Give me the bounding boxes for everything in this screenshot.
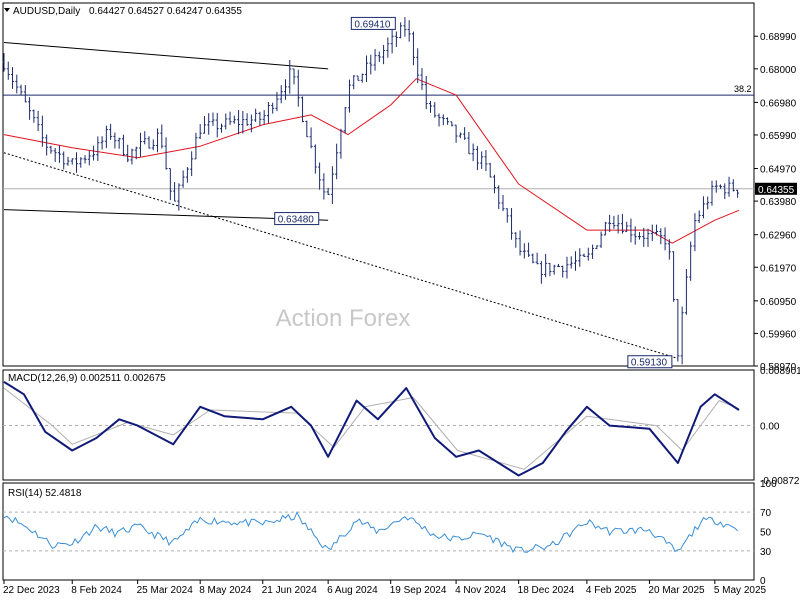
time-tick-label: 18 Dec 2024 (518, 585, 575, 596)
macd-title: MACD(12,26,9) 0.002511 0.002675 (8, 373, 166, 384)
time-tick-label: 4 Feb 2025 (586, 585, 637, 596)
price-tick-label: 0.61970 (760, 263, 797, 274)
price-annotation-label: 0.63480 (278, 215, 315, 226)
current-price-box (755, 182, 797, 195)
rsi-tick-label: 50 (760, 528, 772, 539)
price-panel-frame (2, 2, 755, 367)
price-tick-label: 0.68000 (760, 65, 797, 76)
time-tick-label: 6 Aug 2024 (327, 585, 378, 596)
price-annotation-box (627, 355, 673, 369)
price-annotation-label: 0.69410 (354, 19, 391, 30)
macd-signal-line (3, 387, 740, 470)
rsi-tick-label: 100 (760, 479, 777, 490)
trendline (3, 41, 329, 70)
macd-tick-label: 0.00 (760, 422, 780, 433)
price-tick-label: 0.62960 (760, 231, 797, 242)
price-tick-label: 0.63980 (760, 197, 797, 208)
time-tick-label: 8 Feb 2024 (71, 585, 122, 596)
rsi-tick-label: 0 (760, 576, 766, 587)
macd-line (3, 381, 740, 477)
rsi-title: RSI(14) 52.4818 (8, 488, 82, 499)
price-tick-label: 0.58970 (760, 362, 797, 373)
rsi-panel-frame (2, 482, 755, 581)
moving-average-line (3, 78, 740, 244)
rsi-tick-label: 70 (760, 508, 772, 519)
time-tick-label: 4 Nov 2024 (455, 585, 507, 596)
price-annotation-label: 0.59130 (631, 358, 668, 369)
price-tick-label: 0.59960 (760, 329, 797, 340)
time-tick-label: 22 Dec 2023 (3, 585, 60, 596)
ohlc-label: 0.64427 0.64527 0.64247 0.64355 (89, 6, 242, 17)
macd-tick-label: -0.008729 (760, 476, 800, 487)
fib-level-label: 38.2 (734, 84, 752, 94)
price-tick-label: 0.65990 (760, 131, 797, 142)
trendline (3, 152, 679, 359)
trendline (3, 209, 329, 221)
price-annotation-box (350, 16, 396, 30)
time-tick-label: 5 May 2025 (714, 585, 767, 596)
time-tick-label: 25 Mar 2024 (137, 585, 194, 596)
collapse-arrow-icon[interactable] (4, 8, 10, 12)
price-tick-label: 0.68990 (760, 32, 797, 43)
price-tick-label: 0.66980 (760, 98, 797, 109)
rsi-line (3, 511, 738, 554)
symbol-label: AUDUSD,Daily (13, 6, 80, 17)
time-tick-label: 21 Jun 2024 (262, 585, 317, 596)
rsi-tick-label: 30 (760, 547, 772, 558)
watermark: Action Forex (276, 305, 411, 332)
price-tick-label: 0.64970 (760, 165, 797, 176)
time-tick-label: 8 May 2024 (199, 585, 252, 596)
macd-tick-label: 0.008901 (760, 366, 800, 377)
price-annotation-box (274, 212, 320, 226)
time-tick-label: 19 Sep 2024 (390, 585, 447, 596)
macd-panel-frame (2, 369, 755, 481)
time-tick-label: 20 Mar 2025 (648, 585, 705, 596)
price-tick-label: 0.60950 (760, 297, 797, 308)
current-price-label: 0.64355 (758, 185, 795, 196)
